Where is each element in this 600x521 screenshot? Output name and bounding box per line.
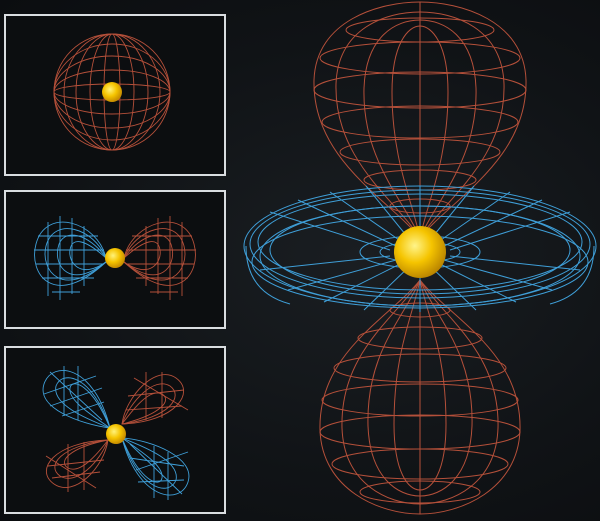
- p-orbital-panel: [4, 190, 226, 329]
- red-lobe-bottom-left: [45, 439, 109, 492]
- nucleus-dot: [102, 82, 122, 102]
- d-orbital-panel: [4, 346, 226, 514]
- red-lobe-bottom: [319, 279, 521, 515]
- red-lobe-top-right: [121, 372, 189, 425]
- s-orbital-panel: [4, 14, 226, 176]
- nucleus-dot: [105, 248, 125, 268]
- s-orbital-figure: [53, 33, 171, 151]
- red-lobe-top: [313, 1, 527, 239]
- p-orbital-figure: [34, 216, 196, 300]
- blue-lobe-wireframe: [34, 216, 107, 300]
- nucleus-dot: [106, 424, 126, 444]
- red-lobe-wireframe: [123, 216, 196, 300]
- d-orbital-figure: [42, 366, 190, 500]
- dz2-orbital-figure: [240, 0, 600, 521]
- blue-lobe-bottom-right: [121, 437, 190, 500]
- nucleus-sphere: [394, 226, 446, 278]
- blue-lobe-top-left: [42, 366, 111, 429]
